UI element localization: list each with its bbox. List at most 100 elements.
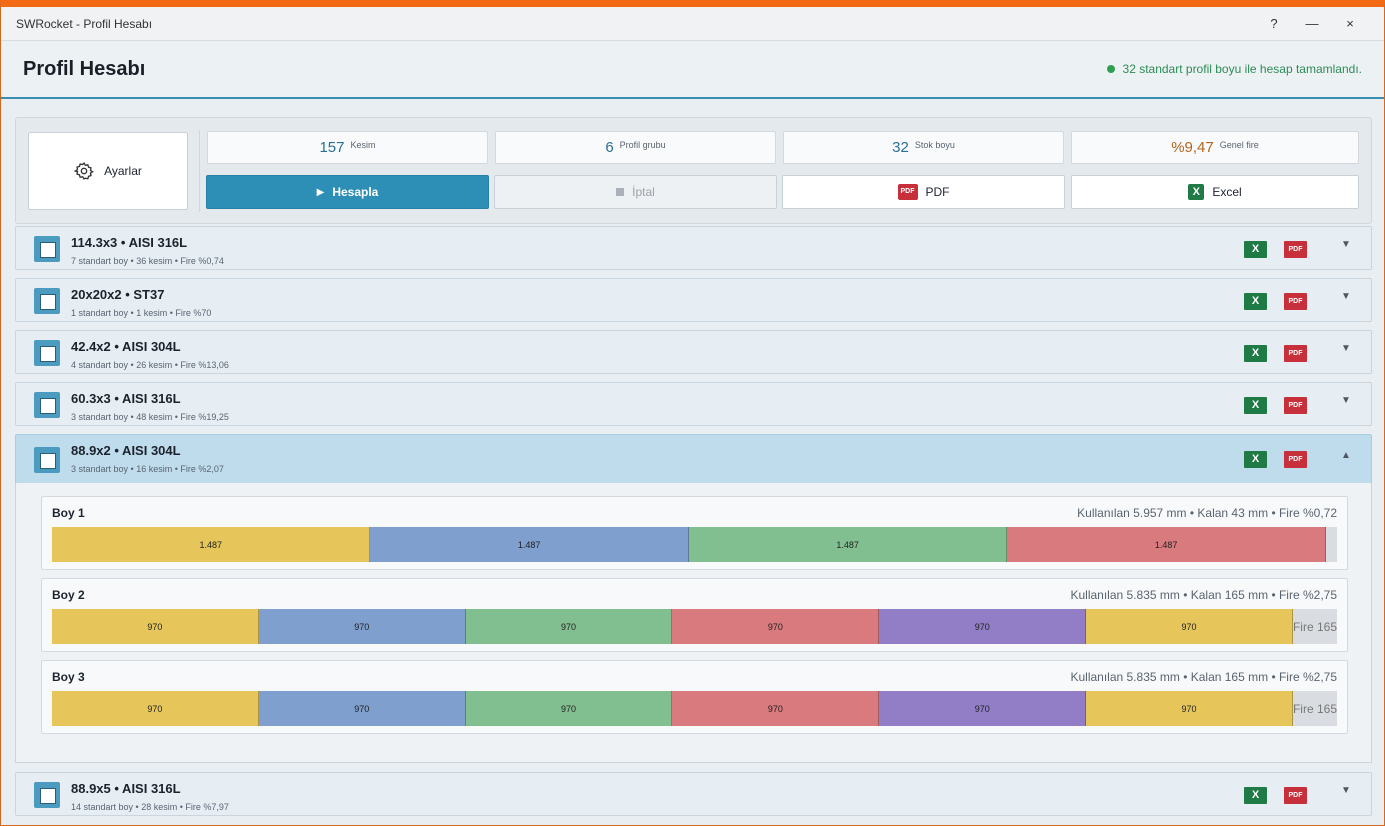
cut-piece: 1.487 xyxy=(688,527,1008,562)
group-excel-button[interactable]: X xyxy=(1244,345,1267,362)
profile-group[interactable]: 20x20x2 • ST37 1 standart boy • 1 kesim … xyxy=(15,278,1372,322)
settings-button[interactable]: Ayarlar xyxy=(28,132,188,210)
group-excel-button[interactable]: X xyxy=(1244,787,1267,804)
group-title: 42.4x2 • AISI 304L xyxy=(71,339,181,354)
group-subtitle: 14 standart boy • 28 kesim • Fire %7,97 xyxy=(71,802,229,812)
profile-group[interactable]: 114.3x3 • AISI 316L 7 standart boy • 36 … xyxy=(15,226,1372,270)
cut-piece: 970 xyxy=(258,691,466,726)
stat-value: 32 xyxy=(892,139,909,156)
bar-info: Kullanılan 5.835 mm • Kalan 165 mm • Fir… xyxy=(1070,588,1337,602)
bar-info: Kullanılan 5.957 mm • Kalan 43 mm • Fire… xyxy=(1077,506,1337,520)
window-title: SWRocket - Profil Hesabı xyxy=(16,16,153,31)
stat-value: %9,47 xyxy=(1171,139,1214,156)
cut-piece: 970 xyxy=(672,609,880,644)
group-checkbox[interactable] xyxy=(34,340,60,366)
group-excel-button[interactable]: X xyxy=(1244,397,1267,414)
group-checkbox[interactable] xyxy=(34,447,60,473)
bar-title: Boy 3 xyxy=(52,670,85,684)
stat-stok-boyu: 32 Stok boyu xyxy=(783,131,1064,164)
group-subtitle: 3 standart boy • 16 kesim • Fire %2,07 xyxy=(71,464,224,474)
play-icon: ▶ xyxy=(316,186,325,198)
pdf-export-button[interactable]: PDF PDF xyxy=(782,175,1065,209)
status-dot-icon xyxy=(1106,65,1115,73)
cut-piece: 970 xyxy=(1086,691,1293,726)
cut-piece: 970 xyxy=(52,609,259,644)
group-detail-panel: Boy 1 Kullanılan 5.957 mm • Kalan 43 mm … xyxy=(15,483,1372,763)
group-pdf-button[interactable]: PDF xyxy=(1284,241,1307,258)
cancel-label: İptal xyxy=(632,185,655,199)
stock-bar-card: Boy 1 Kullanılan 5.957 mm • Kalan 43 mm … xyxy=(41,496,1348,570)
group-checkbox[interactable] xyxy=(34,236,60,262)
group-excel-button[interactable]: X xyxy=(1244,293,1267,310)
bar-title: Boy 2 xyxy=(52,588,85,602)
calculate-button[interactable]: ▶ Hesapla xyxy=(206,175,489,209)
cut-piece: 970 xyxy=(1086,609,1293,644)
group-subtitle: 7 standart boy • 36 kesim • Fire %0,74 xyxy=(71,256,224,266)
group-pdf-button[interactable]: PDF xyxy=(1284,451,1307,468)
group-pdf-button[interactable]: PDF xyxy=(1284,787,1307,804)
waste-segment: Fire 165 xyxy=(1292,701,1337,716)
group-excel-button[interactable]: X xyxy=(1244,451,1267,468)
stop-icon xyxy=(616,188,625,196)
gear-icon xyxy=(74,161,95,180)
group-subtitle: 1 standart boy • 1 kesim • Fire %70 xyxy=(71,308,212,318)
waste-segment xyxy=(1326,527,1337,562)
stat-genel-fire: %9,47 Genel fire xyxy=(1071,131,1359,164)
cut-bar: 970 970 970 970 970 970 Fire 165 xyxy=(52,609,1337,644)
profile-group[interactable]: 60.3x3 • AISI 316L 3 standart boy • 48 k… xyxy=(15,382,1372,426)
stat-value: 157 xyxy=(319,139,345,156)
group-excel-button[interactable]: X xyxy=(1244,241,1267,258)
cut-piece: 1.487 xyxy=(52,527,371,562)
page-header: Profil Hesabı 32 standart profil boyu il… xyxy=(1,41,1384,99)
cut-piece: 970 xyxy=(258,609,466,644)
group-checkbox[interactable] xyxy=(34,782,60,808)
chevron-down-icon[interactable]: ▼ xyxy=(1341,291,1351,302)
cut-bar: 970 970 970 970 970 970 Fire 165 xyxy=(52,691,1337,726)
profile-group-expanded[interactable]: 88.9x2 • AISI 304L 3 standart boy • 16 k… xyxy=(15,434,1372,484)
group-title: 60.3x3 • AISI 316L xyxy=(71,391,181,406)
stock-bar-card: Boy 3 Kullanılan 5.835 mm • Kalan 165 mm… xyxy=(41,660,1348,734)
group-subtitle: 3 standart boy • 48 kesim • Fire %19,25 xyxy=(71,412,229,422)
chevron-down-icon[interactable]: ▼ xyxy=(1341,395,1351,406)
cut-piece: 970 xyxy=(672,691,880,726)
stat-value: 6 xyxy=(605,139,614,156)
group-pdf-button[interactable]: PDF xyxy=(1284,397,1307,414)
stat-label: Genel fire xyxy=(1219,139,1259,150)
cancel-button[interactable]: İptal xyxy=(494,175,777,209)
stat-label: Kesim xyxy=(350,139,376,150)
help-button[interactable]: ? xyxy=(1270,16,1278,31)
stat-profil-grubu: 6 Profil grubu xyxy=(495,131,776,164)
page-title: Profil Hesabı xyxy=(23,57,146,80)
cut-piece: 970 xyxy=(465,609,673,644)
minimize-button[interactable]: — xyxy=(1305,16,1319,31)
group-pdf-button[interactable]: PDF xyxy=(1284,293,1307,310)
close-button[interactable]: × xyxy=(1346,16,1354,31)
group-title: 88.9x2 • AISI 304L xyxy=(71,443,181,458)
stock-bar-card: Boy 2 Kullanılan 5.835 mm • Kalan 165 mm… xyxy=(41,578,1348,652)
group-title: 88.9x5 • AISI 316L xyxy=(71,781,181,796)
cut-piece: 970 xyxy=(465,691,673,726)
group-title: 20x20x2 • ST37 xyxy=(71,287,165,302)
pdf-icon: PDF xyxy=(897,184,918,200)
excel-export-button[interactable]: X Excel xyxy=(1071,175,1359,209)
waste-segment: Fire 165 xyxy=(1292,619,1337,634)
title-bar: SWRocket - Profil Hesabı ? — × xyxy=(1,7,1384,41)
pdf-label: PDF xyxy=(925,185,950,199)
stat-label: Stok boyu xyxy=(914,139,955,150)
excel-icon: X xyxy=(1188,184,1205,200)
chevron-down-icon[interactable]: ▼ xyxy=(1341,785,1351,796)
toolbar-divider xyxy=(199,130,200,212)
group-checkbox[interactable] xyxy=(34,392,60,418)
group-checkbox[interactable] xyxy=(34,288,60,314)
stat-label: Profil grubu xyxy=(619,139,666,150)
group-pdf-button[interactable]: PDF xyxy=(1284,345,1307,362)
chevron-up-icon[interactable]: ▲ xyxy=(1341,450,1351,461)
stat-kesim: 157 Kesim xyxy=(207,131,488,164)
profile-group[interactable]: 88.9x5 • AISI 316L 14 standart boy • 28 … xyxy=(15,772,1372,816)
chevron-down-icon[interactable]: ▼ xyxy=(1341,343,1351,354)
cut-piece: 970 xyxy=(879,609,1087,644)
excel-label: Excel xyxy=(1212,185,1242,199)
status-text: 32 standart profil boyu ile hesap tamaml… xyxy=(1122,62,1362,76)
chevron-down-icon[interactable]: ▼ xyxy=(1341,239,1351,250)
profile-group[interactable]: 42.4x2 • AISI 304L 4 standart boy • 26 k… xyxy=(15,330,1372,374)
